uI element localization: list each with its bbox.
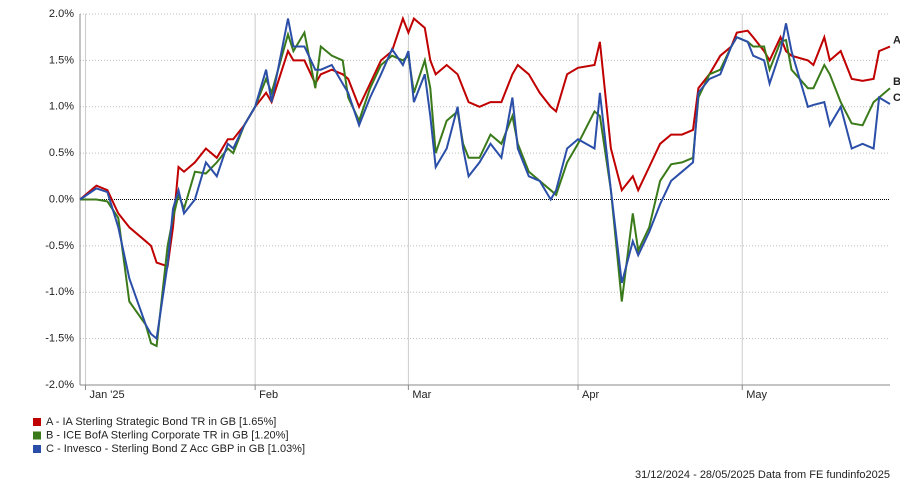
y-tick-label: 0.0% <box>49 193 74 205</box>
legend-swatch <box>33 418 41 426</box>
series-line <box>79 15 891 268</box>
end-label: C <box>893 92 900 104</box>
legend-swatch <box>33 431 41 440</box>
legend-swatch <box>33 445 41 453</box>
end-label: A <box>893 34 900 46</box>
y-tick-label: 1.0% <box>49 101 74 113</box>
y-tick-label: -2.0% <box>45 379 74 391</box>
series-line <box>79 18 891 341</box>
x-tick-label: Apr <box>582 389 599 401</box>
y-tick-label: -1.0% <box>45 286 74 298</box>
x-tick-label: May <box>746 389 767 401</box>
y-tick-label: -0.5% <box>45 240 74 252</box>
y-tick-label: 2.0% <box>49 8 74 20</box>
footer: 31/12/2024 - 28/05/2025 Data from FE fun… <box>635 469 890 481</box>
series-line <box>80 29 891 348</box>
x-tick-label: Jan '25 <box>89 389 124 401</box>
end-label: B <box>893 76 900 88</box>
y-tick-label: 0.5% <box>49 147 74 159</box>
legend-label: B - ICE BofA Sterling Corporate TR in GB… <box>46 429 289 441</box>
y-tick-label: 1.5% <box>49 54 74 66</box>
x-tick-label: Feb <box>259 389 278 401</box>
legend-label: A - IA Sterling Strategic Bond TR in GB … <box>46 416 276 428</box>
legend-label: C - Invesco - Sterling Bond Z Acc GBP in… <box>46 443 305 455</box>
y-tick-label: -1.5% <box>45 333 74 345</box>
x-tick-label: Mar <box>412 389 431 401</box>
